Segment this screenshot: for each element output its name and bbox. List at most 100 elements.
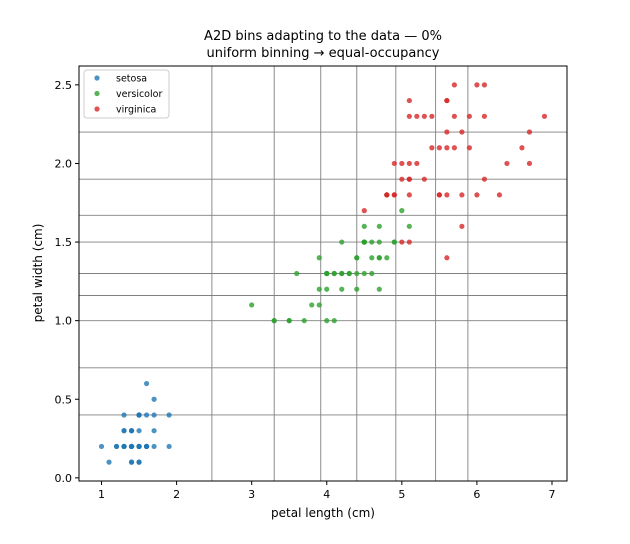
versicolor-point-11 [339,239,345,245]
virginica-point-47 [414,160,420,167]
virginica-point-19 [399,239,405,245]
virginica-point-46 [399,176,405,182]
versicolor-point-35 [361,223,367,229]
setosa-point-31 [136,412,142,418]
setosa-point-41 [121,428,127,434]
setosa-point-46 [143,443,150,450]
y-tick-label-0: 0.0 [55,472,73,485]
setosa-point-20 [151,443,157,450]
virginica-point-37 [436,192,442,198]
data-points [98,82,548,465]
virginica-point-8 [459,192,465,198]
legend-marker-versicolor [94,90,100,97]
setosa-point-5 [151,412,157,418]
versicolor-point-9 [316,255,322,261]
versicolor-point-27 [399,208,405,214]
y-tick-label-4: 2.0 [55,157,73,170]
virginica-point-11 [421,176,427,182]
legend-label-setosa: setosa [116,74,147,85]
bin-grid [79,66,567,481]
versicolor-point-13 [376,255,382,261]
y-tick-label-3: 1.5 [55,236,73,249]
versicolor-point-25 [354,255,360,261]
legend-label-versicolor: versicolor [116,89,162,100]
setosa-point-16 [121,412,127,418]
versicolor-point-48 [249,302,255,308]
setosa-point-44 [166,412,172,418]
virginica-point-12 [436,145,442,151]
versicolor-point-4 [369,239,375,245]
y-tick-label-2: 1.0 [55,315,73,328]
setosa-point-23 [151,396,157,402]
virginica-point-4 [459,129,465,135]
virginica-point-2 [466,145,472,151]
virginica-point-33 [406,239,412,245]
virginica-point-24 [451,145,457,151]
setosa-point-19 [136,428,142,434]
versicolor-point-30 [309,302,315,308]
legend-label-virginica: virginica [116,105,156,116]
versicolor-point-14 [294,270,300,277]
setosa-point-26 [143,412,150,418]
virginica-point-35 [481,113,488,119]
virginica-point-48 [429,113,435,119]
versicolor-point-32 [316,286,322,292]
virginica-point-10 [406,160,412,167]
setosa-point-37 [128,459,135,465]
setosa-point-43 [143,380,150,387]
legend-box [83,69,170,119]
virginica-point-43 [466,113,472,119]
setosa-point-32 [136,459,142,465]
legend-marker-setosa [94,75,100,81]
x-tick-label-6: 7 [548,488,555,501]
versicolor-point-46 [339,270,345,277]
virginica-point-27 [391,192,397,198]
versicolor-point-45 [339,286,345,292]
versicolor-point-22 [391,239,397,245]
versicolor-point-23 [376,286,382,292]
setosa-point-35 [113,443,120,450]
virginica-point-14 [406,97,412,104]
virginica-point-0 [474,82,480,88]
virginica-point-25 [474,192,480,198]
versicolor-point-39 [324,270,330,277]
y-axis: 0.0 0.5 1.0 1.5 2.0 2.5 [55,79,79,485]
virginica-point-32 [444,129,450,135]
setosa-point-45 [128,428,135,434]
versicolor-point-36 [376,239,382,245]
versicolor-point-43 [271,318,277,324]
virginica-point-13 [399,160,405,167]
versicolor-point-40 [354,286,360,292]
x-tick-label-1: 2 [173,488,180,501]
virginica-point-22 [526,160,533,167]
setosa-point-49 [128,443,135,450]
virginica-point-21 [391,160,397,167]
versicolor-point-31 [301,318,307,324]
virginica-point-6 [361,208,367,214]
virginica-point-44 [451,82,457,88]
virginica-point-40 [444,97,450,104]
plot-area [78,65,568,482]
versicolor-point-42 [324,286,330,292]
versicolor-point-41 [369,255,375,261]
y-axis-label: petal width (cm) [31,224,45,323]
virginica-point-3 [444,192,450,198]
plot-frame [78,65,568,482]
virginica-point-18 [541,113,548,119]
chart-title-line-1: A2D bins adapting to the data — 0% [204,29,442,44]
setosa-point-22 [98,443,105,450]
virginica-point-9 [481,82,488,88]
virginica-point-29 [459,223,465,229]
setosa-point-42 [121,443,127,450]
chart-title-line-2: uniform binning → equal-occupancy [207,46,440,61]
versicolor-point-8 [369,270,375,277]
versicolor-point-47 [346,270,352,277]
virginica-point-34 [444,255,450,261]
virginica-point-30 [481,176,488,182]
x-axis: 1 2 3 4 5 6 7 [98,481,555,501]
virginica-point-49 [406,192,412,198]
versicolor-point-33 [406,223,412,229]
virginica-point-39 [429,145,435,151]
x-tick-label-3: 4 [323,488,330,501]
